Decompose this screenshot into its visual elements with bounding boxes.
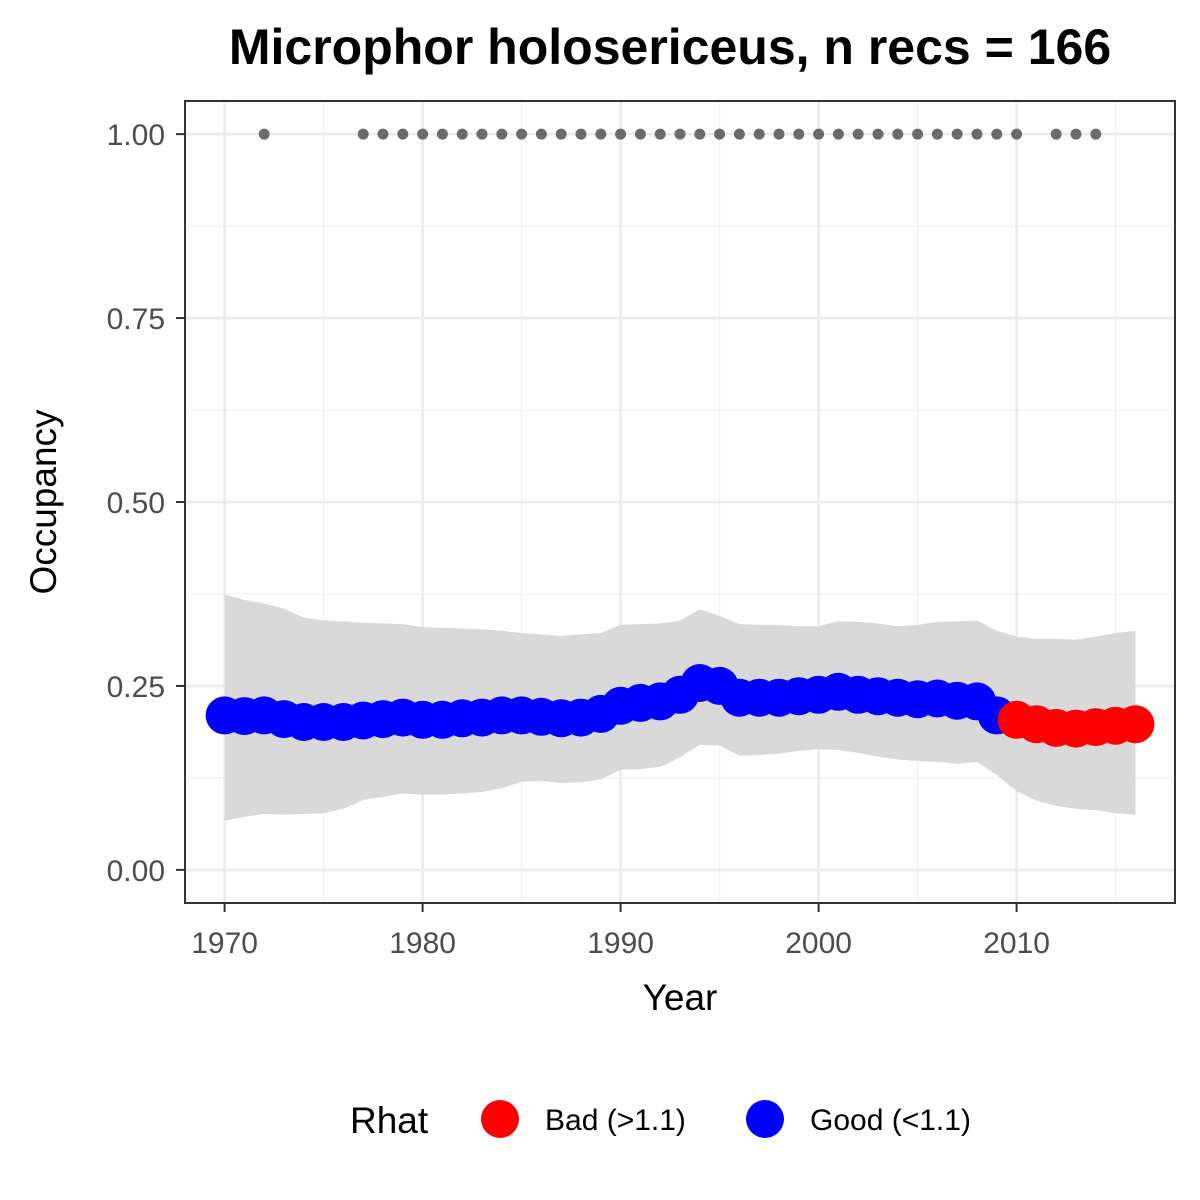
observation-point: [892, 128, 904, 140]
observation-point: [852, 128, 864, 140]
observation-point: [1011, 128, 1023, 140]
observation-point: [258, 128, 270, 140]
observation-point: [832, 128, 844, 140]
observation-point: [456, 128, 468, 140]
chart-title: Microphor holosericeus, n recs = 166: [229, 19, 1111, 75]
observation-point: [476, 128, 488, 140]
observation-point: [813, 128, 825, 140]
observation-point: [793, 128, 805, 140]
observation-point: [535, 128, 547, 140]
observation-point: [595, 128, 607, 140]
observation-point: [733, 128, 745, 140]
y-tick-label: 0.50: [107, 487, 165, 520]
observation-point: [912, 128, 924, 140]
legend-title: Rhat: [350, 1100, 429, 1141]
y-tick-label: 0.25: [107, 671, 165, 704]
observation-point: [674, 128, 686, 140]
y-tick-label: 0.75: [107, 303, 165, 336]
observation-point: [436, 128, 448, 140]
observation-point: [872, 128, 884, 140]
occupancy-points-layer: [205, 664, 1155, 748]
observation-point: [516, 128, 528, 140]
y-axis-title: Occupancy: [23, 409, 64, 595]
observation-point: [694, 128, 706, 140]
observation-point: [496, 128, 508, 140]
observation-points-layer: [258, 128, 1102, 140]
observation-point: [1070, 128, 1082, 140]
legend-key-bad: [481, 1100, 519, 1138]
x-tick-label: 1980: [389, 927, 456, 960]
observation-point: [931, 128, 943, 140]
observation-point: [397, 128, 409, 140]
x-axis: 1970 1980 1990 2000 2010: [191, 903, 1050, 960]
observation-point: [714, 128, 726, 140]
y-tick-label: 0.00: [107, 855, 165, 888]
x-tick-label: 2000: [785, 927, 852, 960]
observation-point: [991, 128, 1003, 140]
y-tick-label: 1.00: [107, 119, 165, 152]
legend: Rhat Bad (>1.1) Good (<1.1): [350, 1100, 971, 1141]
observation-point: [634, 128, 646, 140]
observation-point: [951, 128, 963, 140]
legend-label-good: Good (<1.1): [810, 1104, 971, 1137]
x-tick-label: 2010: [983, 927, 1050, 960]
observation-point: [555, 128, 567, 140]
x-axis-title: Year: [643, 977, 718, 1018]
observation-point: [377, 128, 389, 140]
observation-point: [575, 128, 587, 140]
x-tick-label: 1990: [587, 927, 654, 960]
legend-key-good: [746, 1100, 784, 1138]
y-axis: 0.00 0.25 0.50 0.75 1.00: [107, 119, 185, 888]
observation-point: [654, 128, 666, 140]
observation-point: [1050, 128, 1062, 140]
observation-point: [971, 128, 983, 140]
observation-point: [1090, 128, 1102, 140]
legend-label-bad: Bad (>1.1): [545, 1104, 686, 1137]
observation-point: [417, 128, 429, 140]
observation-point: [615, 128, 627, 140]
x-tick-label: 1970: [191, 927, 258, 960]
observation-point: [773, 128, 785, 140]
observation-point: [357, 128, 369, 140]
occupancy-point-bad: [1116, 705, 1155, 744]
observation-point: [753, 128, 765, 140]
